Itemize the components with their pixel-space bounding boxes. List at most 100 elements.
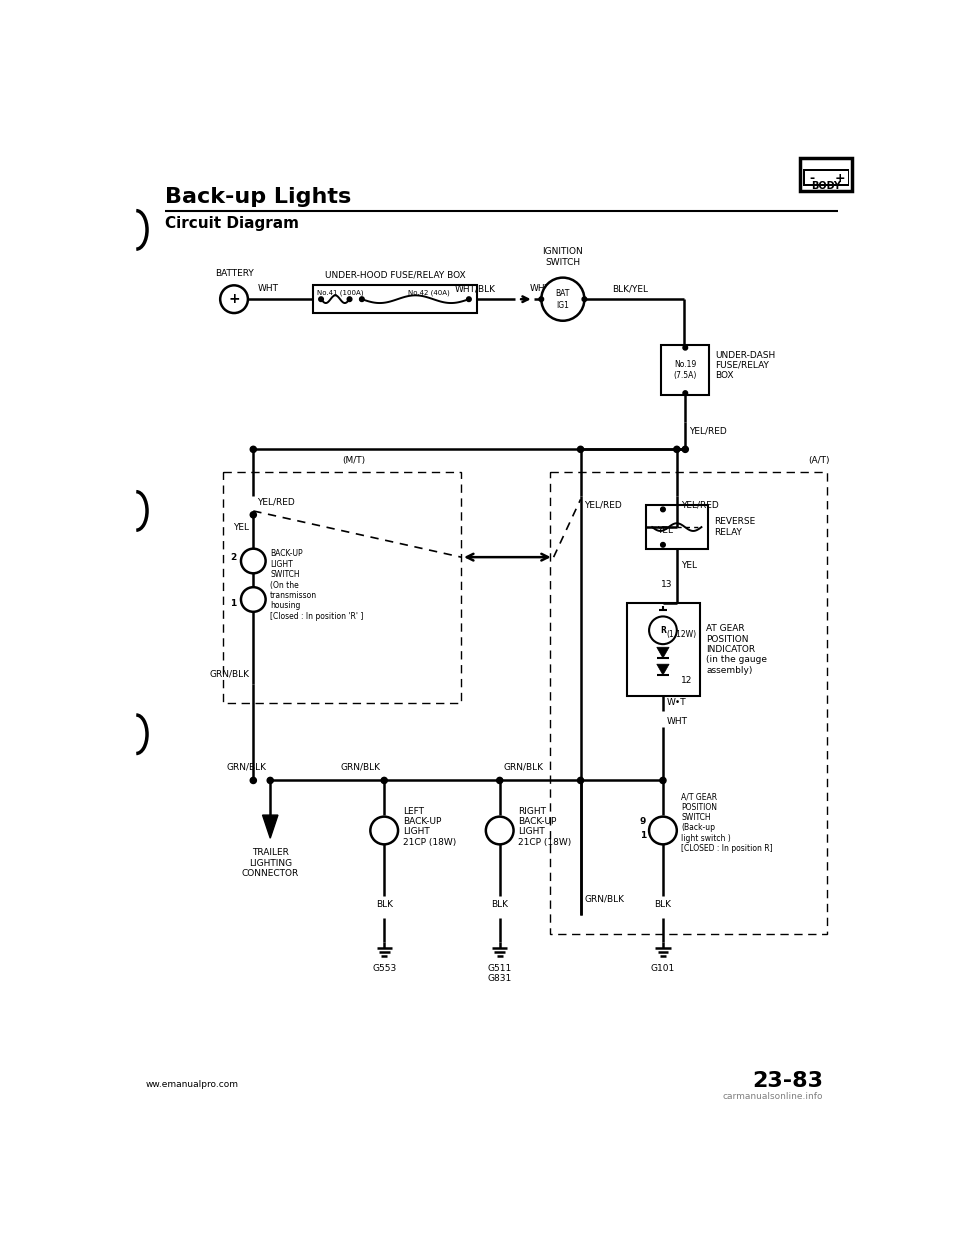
Circle shape [683, 391, 687, 395]
Text: IG1: IG1 [557, 301, 569, 309]
Circle shape [683, 446, 688, 452]
Text: No.41 (100A): No.41 (100A) [317, 289, 364, 296]
Text: REVERSE
RELAY: REVERSE RELAY [713, 518, 755, 537]
Text: +: + [228, 292, 240, 307]
Polygon shape [262, 815, 278, 838]
Text: BACK-UP
LIGHT
SWITCH
(On the
transmisson
housing
[Closed : In position 'R' ]: BACK-UP LIGHT SWITCH (On the transmisson… [271, 549, 364, 621]
Circle shape [660, 543, 665, 548]
Circle shape [251, 777, 256, 784]
Circle shape [251, 512, 256, 518]
Bar [627, 604, 700, 696]
Text: G553: G553 [372, 964, 396, 972]
Circle shape [241, 549, 266, 574]
Text: 13: 13 [661, 580, 673, 589]
Circle shape [241, 587, 266, 612]
Text: Circuit Diagram: Circuit Diagram [165, 216, 299, 231]
Text: 9: 9 [639, 817, 646, 826]
Text: 1: 1 [639, 831, 646, 841]
Circle shape [267, 777, 274, 784]
Text: YEL/RED: YEL/RED [585, 501, 622, 509]
Bar [661, 345, 709, 395]
Text: BAT: BAT [556, 289, 570, 298]
Text: GRN/BLK: GRN/BLK [585, 894, 624, 904]
Text: WHT: WHT [258, 284, 279, 293]
Text: carmanualsonline.info: carmanualsonline.info [723, 1092, 823, 1100]
Text: YEL/RED: YEL/RED [681, 501, 718, 509]
Circle shape [539, 297, 543, 302]
Text: 23-83: 23-83 [752, 1071, 823, 1090]
Text: WHT/BLK: WHT/BLK [455, 284, 496, 293]
Circle shape [360, 297, 364, 302]
Text: GRN/BLK: GRN/BLK [227, 763, 266, 771]
Circle shape [541, 278, 585, 320]
Bar [550, 472, 827, 934]
Text: -: - [809, 171, 815, 185]
Text: R: R [660, 626, 666, 635]
Text: GRN/BLK: GRN/BLK [209, 669, 250, 678]
Bar [804, 170, 848, 185]
Circle shape [649, 817, 677, 845]
Text: 12: 12 [681, 676, 692, 684]
Circle shape [674, 446, 680, 452]
Text: TRAILER
LIGHTING
CONNECTOR: TRAILER LIGHTING CONNECTOR [242, 848, 299, 878]
Text: YEL: YEL [233, 523, 250, 533]
Bar [804, 169, 850, 186]
Circle shape [381, 777, 387, 784]
Text: A/T GEAR
POSITION
SWITCH
(Back-up
light switch )
[CLOSED : In position R]: A/T GEAR POSITION SWITCH (Back-up light … [682, 792, 773, 853]
Text: No.19
(7.5A): No.19 (7.5A) [674, 360, 697, 380]
Text: BLK: BLK [492, 899, 508, 909]
Text: WHT: WHT [667, 718, 687, 727]
Text: RIGHT
BACK-UP
LIGHT
21CP (18W): RIGHT BACK-UP LIGHT 21CP (18W) [518, 806, 571, 847]
Text: G101: G101 [651, 964, 675, 972]
Text: (1.12W): (1.12W) [666, 630, 696, 638]
Text: G511
G831: G511 G831 [488, 964, 512, 984]
Circle shape [660, 507, 665, 512]
Text: IGNITION
SWITCH: IGNITION SWITCH [542, 247, 584, 267]
Text: YEL: YEL [681, 561, 697, 570]
Text: BLK: BLK [655, 899, 671, 909]
Circle shape [582, 297, 587, 302]
Bar [223, 472, 461, 703]
Circle shape [251, 446, 256, 452]
Text: YEL/RED: YEL/RED [689, 426, 727, 435]
Text: 1: 1 [230, 599, 236, 607]
Circle shape [578, 446, 584, 452]
Text: UNDER-DASH
FUSE/RELAY
BOX: UNDER-DASH FUSE/RELAY BOX [715, 350, 776, 380]
Text: BLK/YEL: BLK/YEL [612, 284, 649, 293]
Text: GRN/BLK: GRN/BLK [504, 763, 543, 771]
Bar [800, 158, 852, 190]
Text: GRN/BLK: GRN/BLK [341, 763, 380, 771]
Text: BODY: BODY [811, 181, 841, 191]
Text: WHT: WHT [529, 284, 550, 293]
Text: No.42 (40A): No.42 (40A) [408, 289, 449, 296]
Circle shape [649, 616, 677, 645]
Bar [646, 504, 708, 549]
Circle shape [578, 777, 584, 784]
Circle shape [371, 817, 398, 845]
Text: 2: 2 [230, 553, 236, 561]
Text: +: + [835, 171, 846, 185]
Polygon shape [657, 664, 669, 674]
Text: BATTERY: BATTERY [215, 268, 253, 278]
Text: YEL/RED: YEL/RED [257, 497, 295, 507]
Bar [313, 286, 476, 313]
Text: AT GEAR
POSITION
INDICATOR
(in the gauge
assembly): AT GEAR POSITION INDICATOR (in the gauge… [706, 625, 767, 674]
Text: YEL: YEL [657, 525, 673, 535]
Text: (A/T): (A/T) [808, 456, 830, 465]
Text: UNDER-HOOD FUSE/RELAY BOX: UNDER-HOOD FUSE/RELAY BOX [324, 271, 466, 279]
Text: Back-up Lights: Back-up Lights [165, 186, 351, 206]
Circle shape [220, 286, 248, 313]
Circle shape [348, 297, 352, 302]
Circle shape [496, 777, 503, 784]
Circle shape [660, 777, 666, 784]
Text: LEFT
BACK-UP
LIGHT
21CP (18W): LEFT BACK-UP LIGHT 21CP (18W) [402, 806, 456, 847]
Circle shape [486, 817, 514, 845]
Circle shape [683, 345, 687, 350]
Polygon shape [657, 647, 669, 658]
Circle shape [319, 297, 324, 302]
Text: (M/T): (M/T) [342, 456, 366, 465]
Circle shape [467, 297, 471, 302]
Text: BLK: BLK [375, 899, 393, 909]
Text: W•T: W•T [667, 698, 686, 707]
Text: ww.emanualpro.com: ww.emanualpro.com [146, 1081, 238, 1089]
